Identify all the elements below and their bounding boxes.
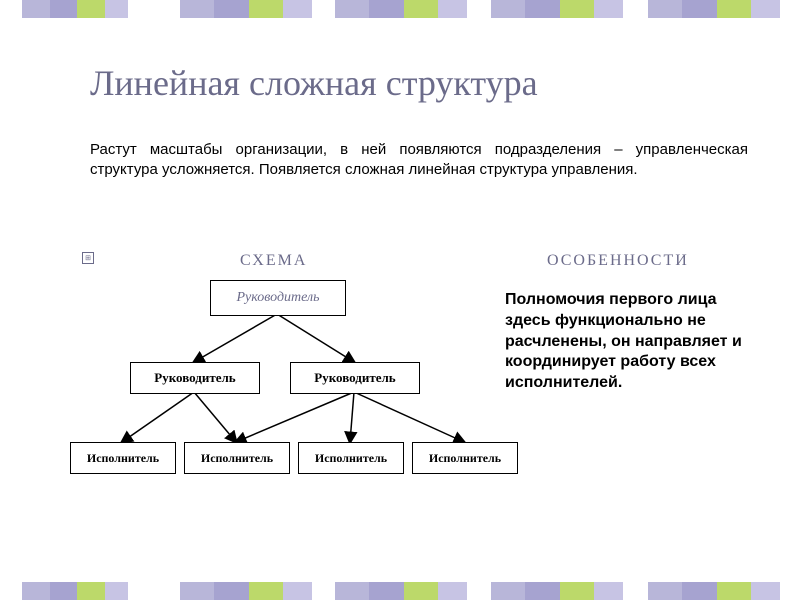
tree-edge xyxy=(236,392,354,442)
tree-edge xyxy=(350,392,354,442)
decor-bar xyxy=(648,0,780,18)
tree-edge xyxy=(194,314,277,362)
tree-node-m2: Руководитель xyxy=(290,362,420,394)
tree-edge xyxy=(354,392,464,442)
features-label: ОСОБЕННОСТИ xyxy=(547,252,689,270)
tree-node-m1: Руководитель xyxy=(130,362,260,394)
page-title: Линейная сложная структура xyxy=(90,62,538,104)
decor-bar xyxy=(22,0,128,18)
decor-bar xyxy=(335,0,467,18)
org-tree-diagram: Руководитель Руководитель Руководитель Испо… xyxy=(70,280,500,495)
tree-edge xyxy=(277,314,354,362)
features-paragraph: Полномочия первого лица здесь функционал… xyxy=(505,290,760,394)
decor-bar xyxy=(648,582,780,600)
tree-edge xyxy=(122,392,194,442)
decor-bar xyxy=(491,582,623,600)
intro-paragraph: Растут масштабы организации, в ней появл… xyxy=(90,140,748,181)
tree-node-l1: Исполнитель xyxy=(70,442,176,474)
schema-label: СХЕМА xyxy=(240,252,307,270)
tree-node-l4: Исполнитель xyxy=(412,442,518,474)
tree-node-l2: Исполнитель xyxy=(184,442,290,474)
decor-bar xyxy=(335,582,467,600)
decor-bar xyxy=(491,0,623,18)
decor-bar xyxy=(22,582,128,600)
decor-bar xyxy=(180,582,312,600)
tree-node-root: Руководитель xyxy=(210,280,346,316)
tree-node-l3: Исполнитель xyxy=(298,442,404,474)
decor-bar xyxy=(180,0,312,18)
object-marker-icon: ⊞ xyxy=(82,252,94,264)
tree-edge xyxy=(194,392,236,442)
